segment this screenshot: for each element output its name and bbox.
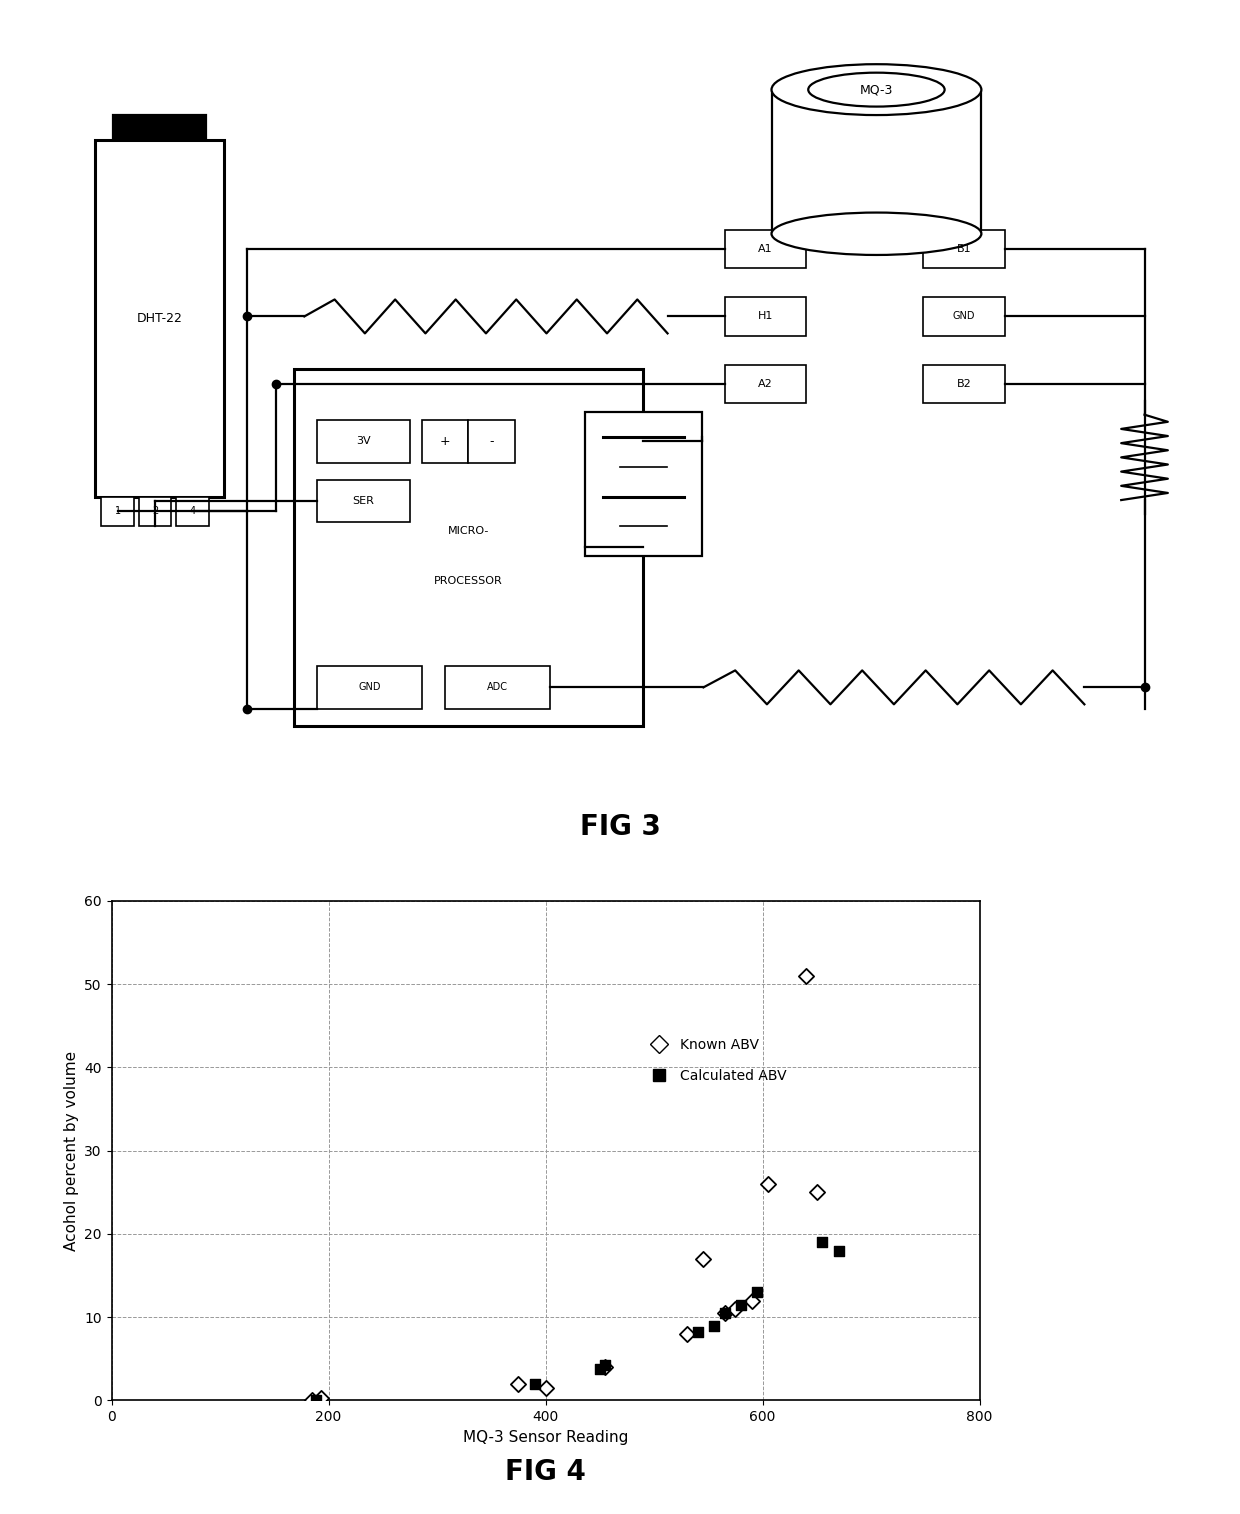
Point — [714, 1301, 734, 1325]
Text: 2: 2 — [151, 506, 157, 516]
Bar — [176, 497, 208, 527]
Point — [807, 1181, 827, 1205]
Bar — [422, 421, 469, 463]
Bar — [923, 297, 1004, 336]
Bar — [294, 369, 644, 725]
Text: +: + — [440, 435, 450, 448]
Point — [536, 1376, 556, 1400]
Point — [758, 1172, 777, 1196]
Ellipse shape — [808, 73, 945, 106]
Bar — [317, 480, 410, 522]
Text: A1: A1 — [759, 244, 773, 254]
Text: PROCESSOR: PROCESSOR — [434, 577, 503, 586]
Bar — [469, 421, 515, 463]
Point — [693, 1246, 713, 1270]
Point — [687, 1320, 707, 1344]
Bar — [923, 365, 1004, 403]
Point — [595, 1355, 615, 1379]
Bar — [102, 497, 134, 527]
Text: GND: GND — [358, 683, 381, 692]
Text: FIG 4: FIG 4 — [505, 1458, 587, 1485]
Bar — [445, 666, 551, 709]
Bar — [139, 497, 171, 527]
Point — [725, 1296, 745, 1320]
Point — [796, 963, 816, 987]
Point — [677, 1322, 697, 1346]
Legend: Known ABV, Calculated ABV: Known ABV, Calculated ABV — [640, 1033, 792, 1089]
Text: ADC: ADC — [487, 683, 508, 692]
Bar — [725, 297, 806, 336]
Text: B1: B1 — [956, 244, 971, 254]
Bar — [317, 666, 422, 709]
Point — [812, 1229, 832, 1254]
Bar — [317, 421, 410, 463]
Ellipse shape — [771, 64, 981, 115]
Ellipse shape — [771, 212, 981, 254]
Bar — [725, 230, 806, 268]
Bar — [95, 141, 223, 497]
Bar — [923, 230, 1004, 268]
Text: H1: H1 — [758, 312, 774, 321]
Point — [704, 1313, 724, 1338]
Point — [303, 1388, 322, 1413]
Point — [714, 1301, 734, 1325]
Point — [595, 1354, 615, 1378]
Point — [828, 1238, 848, 1263]
Text: 3V: 3V — [356, 436, 371, 447]
Point — [590, 1357, 610, 1381]
Text: MQ-3: MQ-3 — [859, 83, 893, 95]
Text: -: - — [490, 435, 494, 448]
Text: B2: B2 — [956, 378, 971, 389]
Point — [305, 1388, 325, 1413]
Text: FIG 3: FIG 3 — [579, 813, 661, 842]
Text: 4: 4 — [190, 506, 195, 516]
Bar — [585, 412, 702, 556]
Point — [748, 1279, 768, 1304]
Bar — [725, 365, 806, 403]
Point — [742, 1288, 761, 1313]
Text: DHT-22: DHT-22 — [136, 312, 182, 326]
Text: SER: SER — [352, 495, 374, 506]
Point — [525, 1372, 544, 1396]
Point — [732, 1293, 751, 1317]
Text: 1: 1 — [114, 506, 120, 516]
Text: MICRO-: MICRO- — [448, 525, 489, 536]
Text: A2: A2 — [759, 378, 773, 389]
Text: GND: GND — [952, 312, 975, 321]
X-axis label: MQ-3 Sensor Reading: MQ-3 Sensor Reading — [463, 1429, 629, 1444]
Y-axis label: Acohol percent by volume: Acohol percent by volume — [63, 1051, 78, 1251]
Point — [311, 1385, 331, 1410]
Bar — [113, 115, 206, 141]
Point — [508, 1372, 528, 1396]
